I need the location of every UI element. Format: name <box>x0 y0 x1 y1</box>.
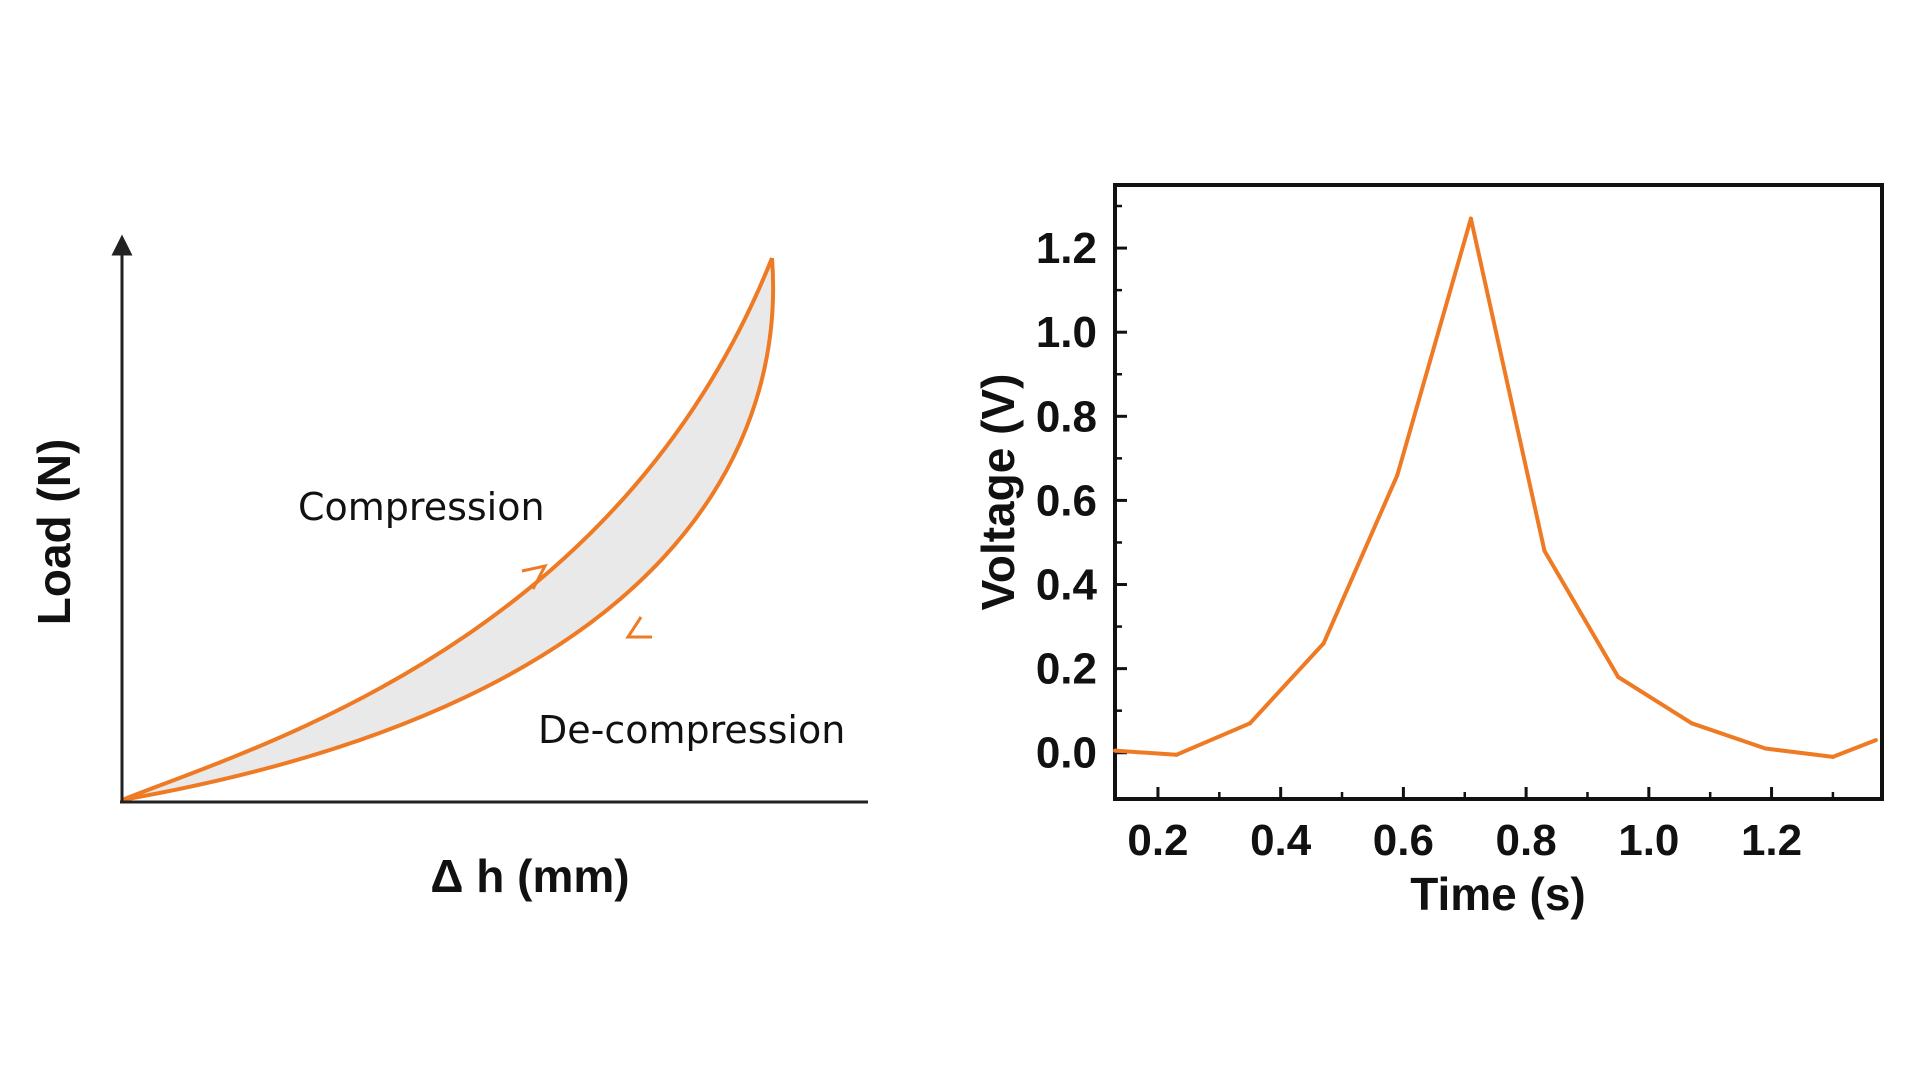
voltage-data-point <box>1113 748 1117 753</box>
voltage-data-point <box>1321 641 1326 646</box>
x-tick-label: 1.2 <box>1741 816 1802 865</box>
voltage-data-point <box>1763 746 1768 751</box>
voltage-axis-label: Voltage (V) <box>972 374 1024 611</box>
x-tick-label: 1.0 <box>1618 816 1679 865</box>
voltage-series-line <box>1114 216 1877 759</box>
load-axis-label: Load (N) <box>28 439 80 626</box>
voltage-data-point <box>1395 473 1400 478</box>
x-tick-label: 0.8 <box>1496 816 1557 865</box>
y-tick-label: 0.8 <box>1036 392 1097 441</box>
y-tick-label: 0.6 <box>1036 476 1097 525</box>
voltage-data-point <box>1468 216 1473 221</box>
voltage-chart: 0.2 0.4 0.6 0.8 1.0 1.20.00.20.40.60.81.01.2 … <box>972 183 1884 920</box>
voltage-data-point <box>1542 548 1547 553</box>
compression-annotation: Compression <box>298 485 545 529</box>
compression-arrow-icon <box>521 563 548 590</box>
voltage-chart-ticks: 0.2 0.4 0.6 0.8 1.0 1.2 0.0 0.2 0.4 0.6 0.8 1.0 1.2 <box>1036 204 1835 865</box>
x-tick-label: 0.6 <box>1373 816 1434 865</box>
y-tick-label: 0.2 <box>1036 645 1097 694</box>
hysteresis-chart: Compression De-compression Δ h (mm) Load… <box>28 234 868 902</box>
voltage-data-point <box>1174 752 1179 757</box>
y-tick-label: 1.0 <box>1036 308 1097 357</box>
time-axis-label: Time (s) <box>1410 868 1586 920</box>
hysteresis-area <box>122 258 774 800</box>
delta-h-axis-label: Δ h (mm) <box>430 850 629 902</box>
voltage-data-point <box>1873 738 1878 743</box>
y-tick-label: 0.4 <box>1036 561 1098 610</box>
voltage-series-points <box>1113 216 1878 759</box>
compression-curve <box>121 257 774 802</box>
voltage-data-point <box>1830 754 1835 759</box>
voltage-data-point <box>1689 721 1694 726</box>
plot-frame <box>1113 183 1884 801</box>
decompression-curve <box>121 257 776 802</box>
decompression-arrow-icon <box>625 616 652 639</box>
x-tick-label: 0.4 <box>1250 816 1312 865</box>
decompression-annotation: De-compression <box>538 708 845 752</box>
x-tick-label: 0.2 <box>1127 816 1188 865</box>
y-tick-label: 1.2 <box>1036 224 1097 273</box>
voltage-data-point <box>1616 675 1621 680</box>
y-tick-label: 0.0 <box>1036 729 1097 778</box>
voltage-data-point <box>1247 721 1252 726</box>
